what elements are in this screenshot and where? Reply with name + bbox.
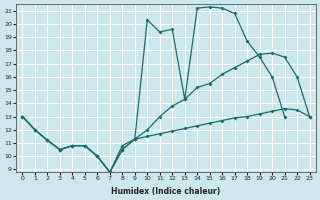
X-axis label: Humidex (Indice chaleur): Humidex (Indice chaleur) — [111, 187, 221, 196]
